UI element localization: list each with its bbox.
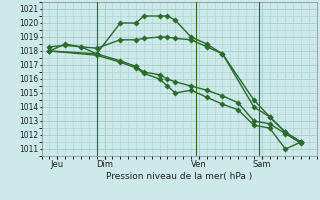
X-axis label: Pression niveau de la mer( hPa ): Pression niveau de la mer( hPa ) [106, 172, 252, 181]
